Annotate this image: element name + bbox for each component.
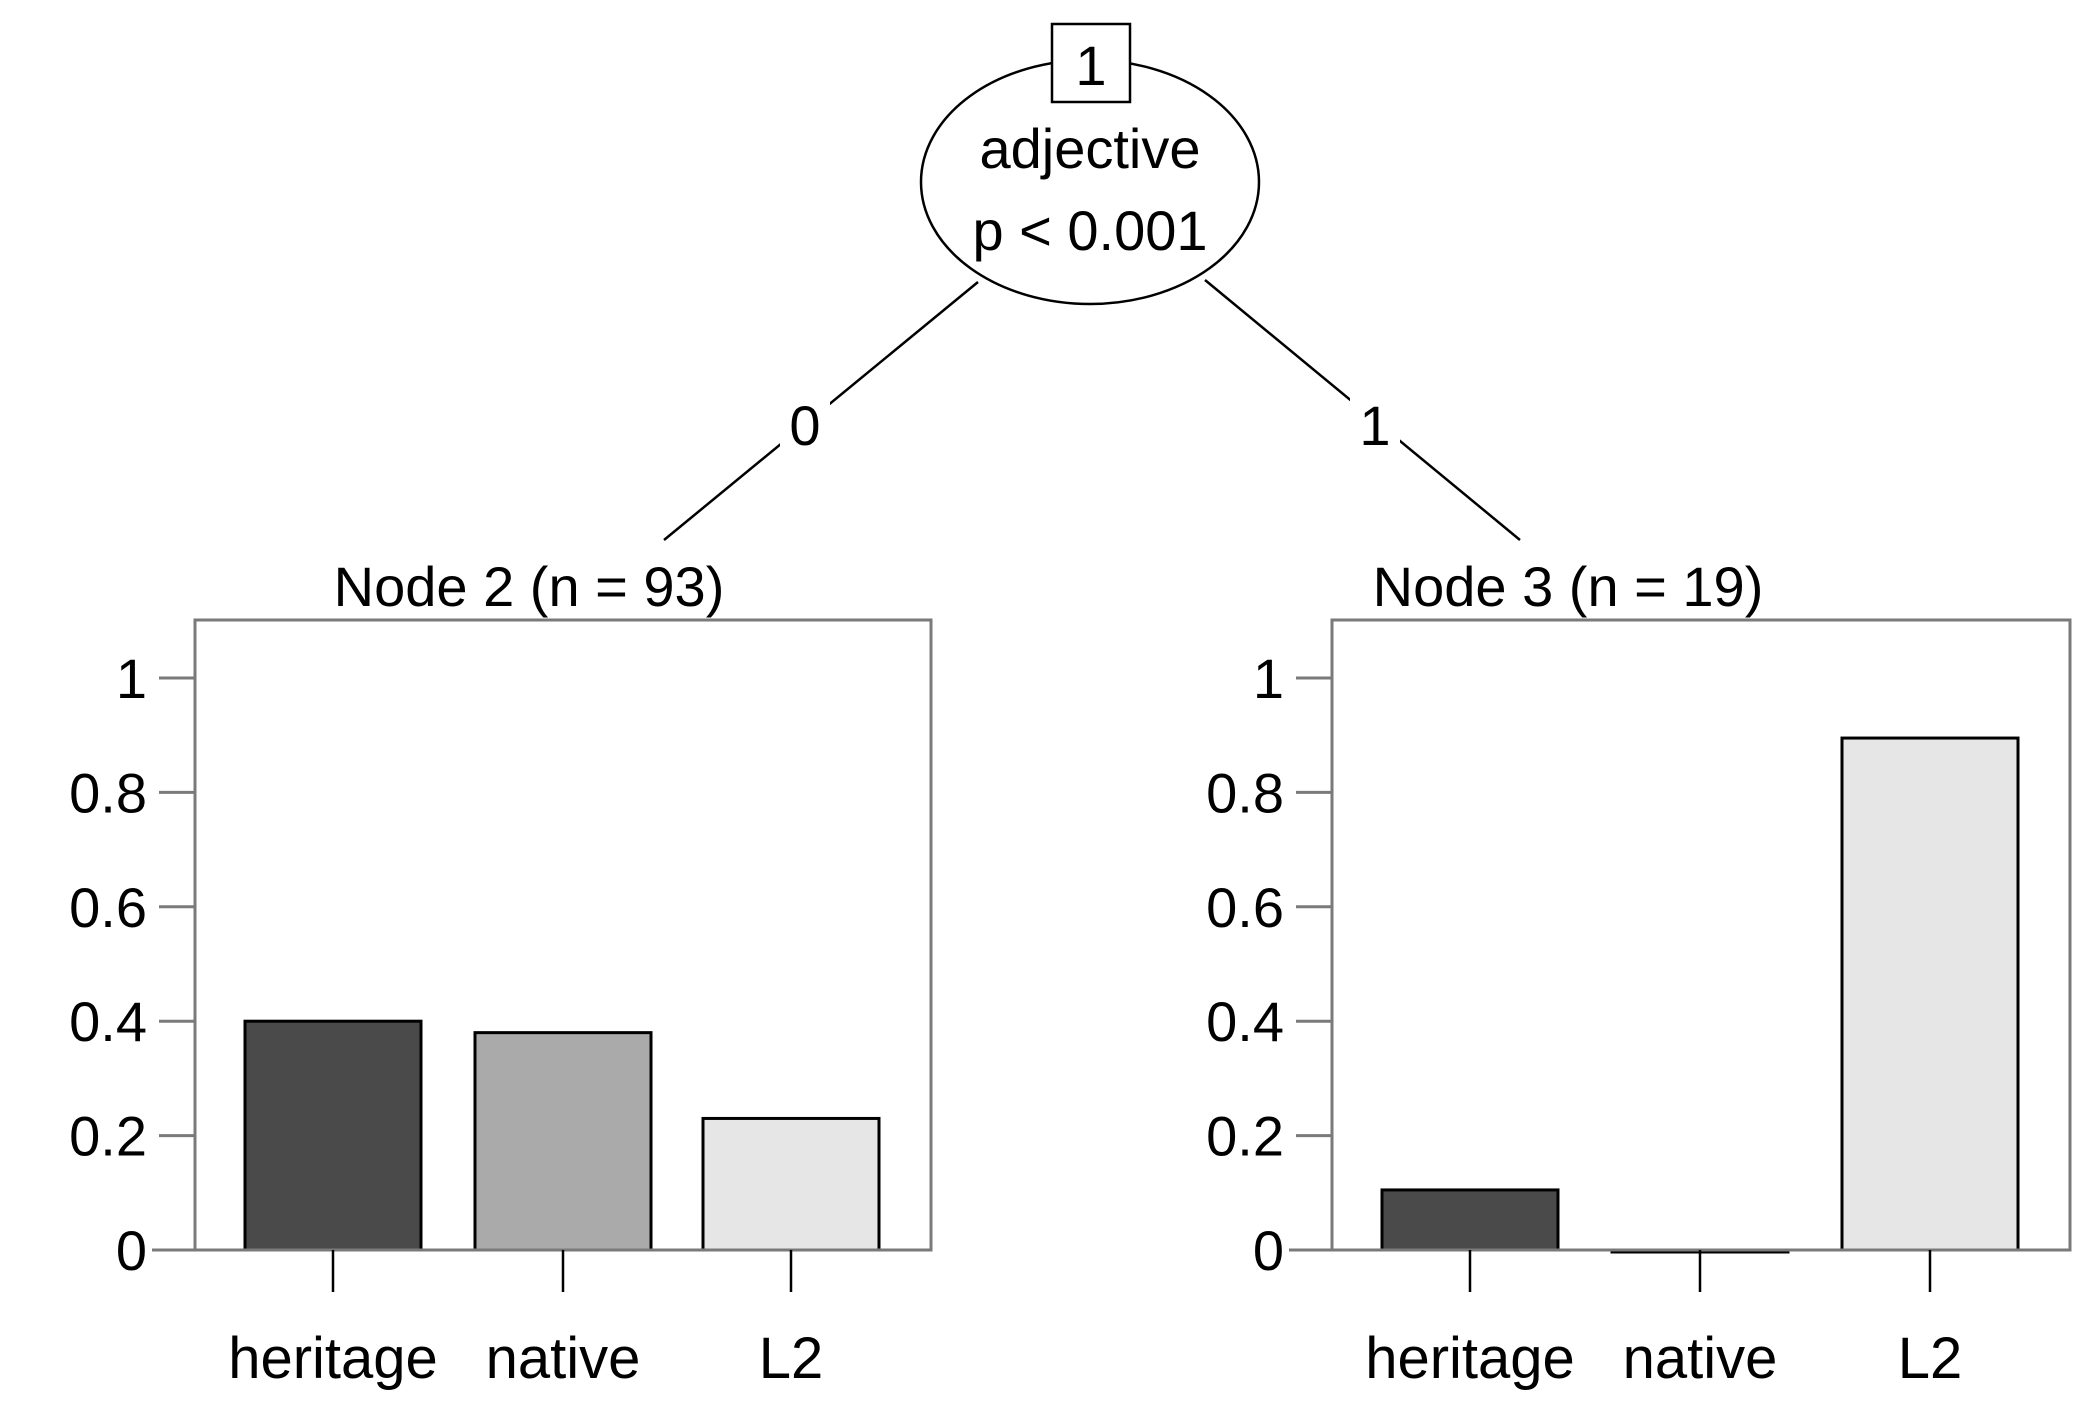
y-tick-label: 1 bbox=[116, 647, 147, 710]
y-tick-label: 0.4 bbox=[69, 990, 147, 1053]
y-tick-label: 0.8 bbox=[1206, 761, 1284, 824]
y-tick-label: 0.8 bbox=[69, 761, 147, 824]
edge-label-right: 1 bbox=[1359, 394, 1390, 457]
bar-native bbox=[473, 1031, 653, 1252]
panel-node-2: Node 2 (n = 93) 0 0.2 0.4 0.6 0.8 1 heritage n… bbox=[69, 555, 933, 1391]
edge-label-left: 0 bbox=[789, 394, 820, 457]
root-node-id-box bbox=[1050, 22, 1132, 104]
y-tick-label: 0.6 bbox=[69, 876, 147, 939]
x-tick-label: L2 bbox=[1898, 1326, 1963, 1391]
x-tick-label: native bbox=[1623, 1326, 1778, 1391]
root-node-variable: adjective bbox=[979, 117, 1200, 180]
panel-title: Node 3 (n = 19) bbox=[1373, 555, 1764, 618]
y-tick-label: 0.6 bbox=[1206, 876, 1284, 939]
x-tick-label: native bbox=[486, 1326, 641, 1391]
bar-L2 bbox=[701, 1116, 881, 1252]
y-tick-label: 0.2 bbox=[69, 1105, 147, 1168]
y-tick-label: 0 bbox=[116, 1219, 147, 1282]
y-tick-label: 0 bbox=[1253, 1219, 1284, 1282]
y-tick-label: 1 bbox=[1253, 647, 1284, 710]
x-tick-label: heritage bbox=[1365, 1326, 1575, 1391]
x-tick-label: L2 bbox=[759, 1326, 824, 1391]
bar-heritage bbox=[243, 1019, 423, 1252]
panel-node-3: Node 3 (n = 19) 0 0.2 0.4 0.6 0.8 1 heritage n… bbox=[1206, 555, 2072, 1391]
panel-title: Node 2 (n = 93) bbox=[334, 555, 725, 618]
root-node-p-value: p < 0.001 bbox=[972, 199, 1207, 262]
bar-heritage bbox=[1380, 1188, 1560, 1252]
bar-L2 bbox=[1840, 736, 2020, 1252]
y-tick-label: 0.2 bbox=[1206, 1105, 1284, 1168]
y-tick-label: 0.4 bbox=[1206, 990, 1284, 1053]
root-node-id: 1 bbox=[1075, 34, 1106, 97]
x-tick-label: heritage bbox=[228, 1326, 438, 1391]
